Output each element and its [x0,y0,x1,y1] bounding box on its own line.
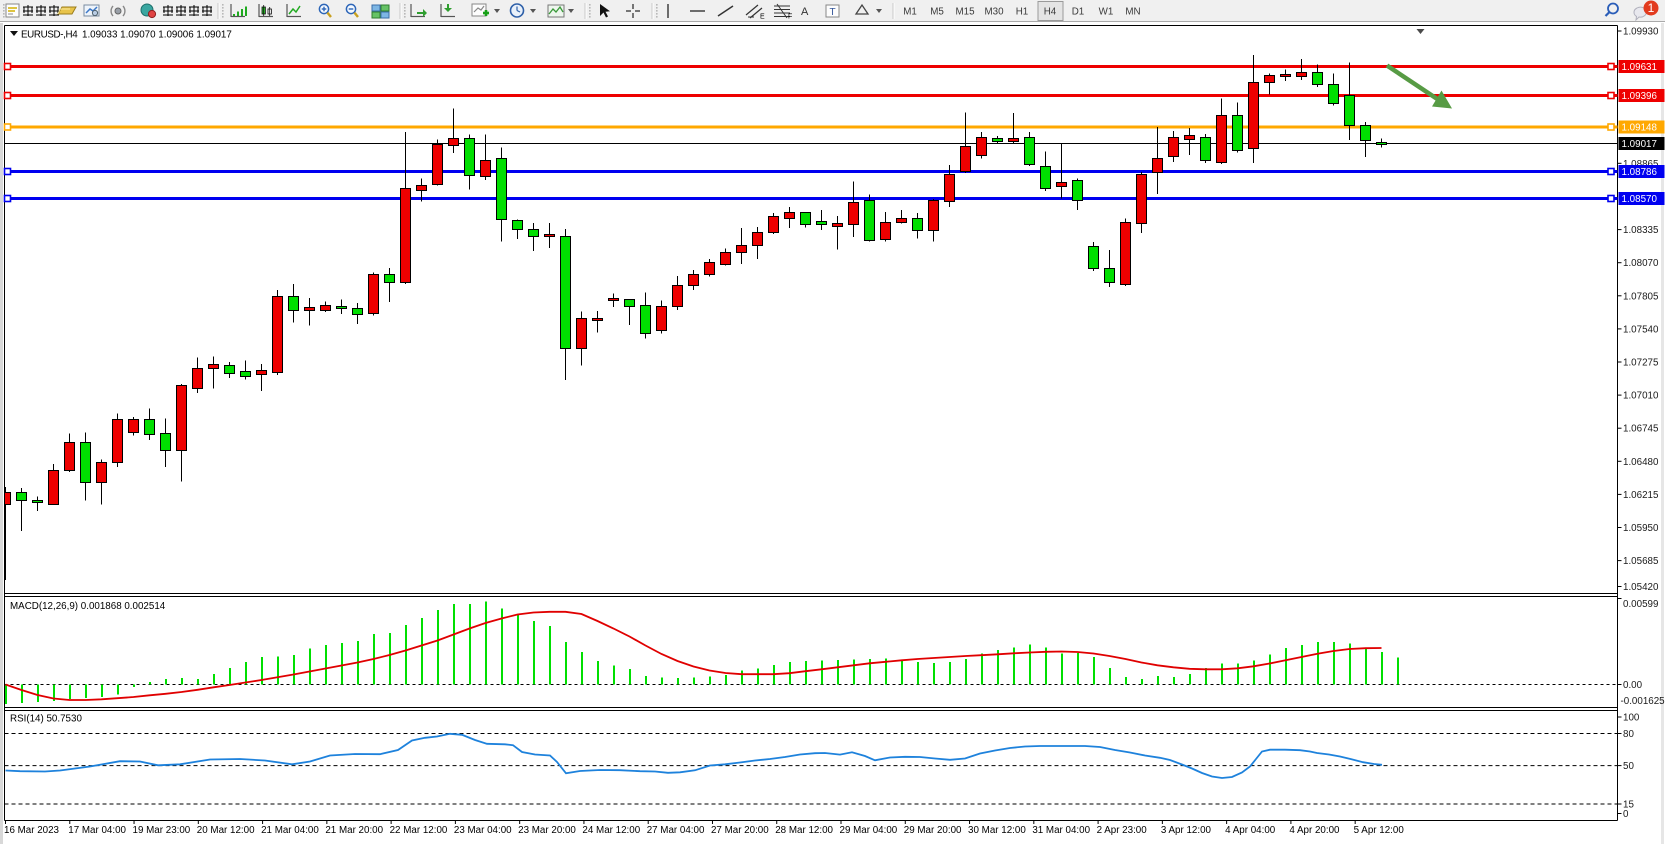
svg-text:1.09148: 1.09148 [1622,123,1658,134]
svg-text:1.05685: 1.05685 [1623,556,1659,567]
svg-text:100: 100 [1623,713,1640,724]
svg-text:1.08335: 1.08335 [1623,225,1659,236]
svg-text:H4: H4 [1044,7,1057,18]
svg-text:21 Mar 04:00: 21 Mar 04:00 [261,825,319,836]
svg-text:0.00: 0.00 [1623,680,1643,691]
svg-text:A: A [801,6,809,18]
svg-text:50: 50 [1623,761,1634,772]
svg-text:4 Apr 04:00: 4 Apr 04:00 [1225,825,1276,836]
svg-text:1.09631: 1.09631 [1622,62,1657,73]
svg-text:E: E [760,14,765,21]
svg-text:1.09033 1.09070 1.09006 1.0901: 1.09033 1.09070 1.09006 1.09017 [82,29,232,40]
svg-text:M1: M1 [903,7,917,18]
svg-text:MACD(12,26,9) 0.001868 0.00251: MACD(12,26,9) 0.001868 0.002514 [10,601,166,612]
svg-text:3 Apr 12:00: 3 Apr 12:00 [1161,825,1212,836]
svg-text:1.09930: 1.09930 [1623,27,1659,38]
svg-text:21 Mar 20:00: 21 Mar 20:00 [325,825,383,836]
svg-text:80: 80 [1623,729,1634,740]
svg-text:1.07540: 1.07540 [1623,324,1659,335]
svg-text:1.07805: 1.07805 [1623,291,1659,302]
svg-text:0: 0 [1623,809,1629,820]
svg-text:5 Apr 12:00: 5 Apr 12:00 [1354,825,1405,836]
svg-text:28 Mar 12:00: 28 Mar 12:00 [775,825,833,836]
svg-text:1.05950: 1.05950 [1623,523,1659,534]
svg-text:T: T [829,7,835,18]
svg-text:23 Mar 04:00: 23 Mar 04:00 [454,825,512,836]
svg-text:1.07275: 1.07275 [1623,358,1659,369]
svg-text:M30: M30 [984,7,1004,18]
svg-text:1.06480: 1.06480 [1623,457,1659,468]
svg-text:1.08570: 1.08570 [1622,194,1658,205]
svg-text:H1: H1 [1016,7,1029,18]
svg-text:17 Mar 04:00: 17 Mar 04:00 [68,825,126,836]
svg-text:1.08070: 1.08070 [1623,258,1659,269]
svg-text:MN: MN [1125,7,1140,18]
svg-text:29 Mar 20:00: 29 Mar 20:00 [904,825,962,836]
svg-text:20 Mar 12:00: 20 Mar 12:00 [197,825,255,836]
svg-text:31 Mar 04:00: 31 Mar 04:00 [1032,825,1090,836]
svg-text:RSI(14) 50.7530: RSI(14) 50.7530 [10,714,82,725]
svg-text:1.06745: 1.06745 [1623,424,1659,435]
svg-text:M5: M5 [930,7,944,18]
svg-text:D1: D1 [1072,7,1085,18]
svg-text:EURUSD-,H4: EURUSD-,H4 [21,29,78,40]
svg-text:24 Mar 12:00: 24 Mar 12:00 [582,825,640,836]
svg-text:1.09396: 1.09396 [1622,91,1658,102]
svg-text:19 Mar 23:00: 19 Mar 23:00 [133,825,191,836]
svg-text:1.09017: 1.09017 [1622,139,1657,150]
svg-text:1: 1 [1648,1,1655,15]
svg-text:15: 15 [1623,800,1634,811]
svg-text:23 Mar 20:00: 23 Mar 20:00 [518,825,576,836]
svg-text:0.00599: 0.00599 [1623,599,1658,610]
svg-text:4 Apr 20:00: 4 Apr 20:00 [1289,825,1340,836]
svg-text:1.08865: 1.08865 [1623,159,1659,170]
svg-text:16 Mar 2023: 16 Mar 2023 [4,825,60,836]
svg-text:27 Mar 20:00: 27 Mar 20:00 [711,825,769,836]
svg-text:M15: M15 [955,7,975,18]
svg-text:22 Mar 12:00: 22 Mar 12:00 [390,825,448,836]
svg-text:W1: W1 [1099,7,1114,18]
svg-text:27 Mar 04:00: 27 Mar 04:00 [647,825,705,836]
svg-text:1.06215: 1.06215 [1623,490,1659,501]
svg-text:1.07010: 1.07010 [1623,391,1659,402]
svg-text:1.08786: 1.08786 [1622,167,1658,178]
svg-text:-0.001625: -0.001625 [1621,696,1665,707]
svg-text:30 Mar 12:00: 30 Mar 12:00 [968,825,1026,836]
svg-text:2 Apr 23:00: 2 Apr 23:00 [1097,825,1148,836]
svg-text:F: F [788,14,792,21]
svg-text:29 Mar 04:00: 29 Mar 04:00 [840,825,898,836]
svg-text:1.05420: 1.05420 [1623,582,1659,593]
